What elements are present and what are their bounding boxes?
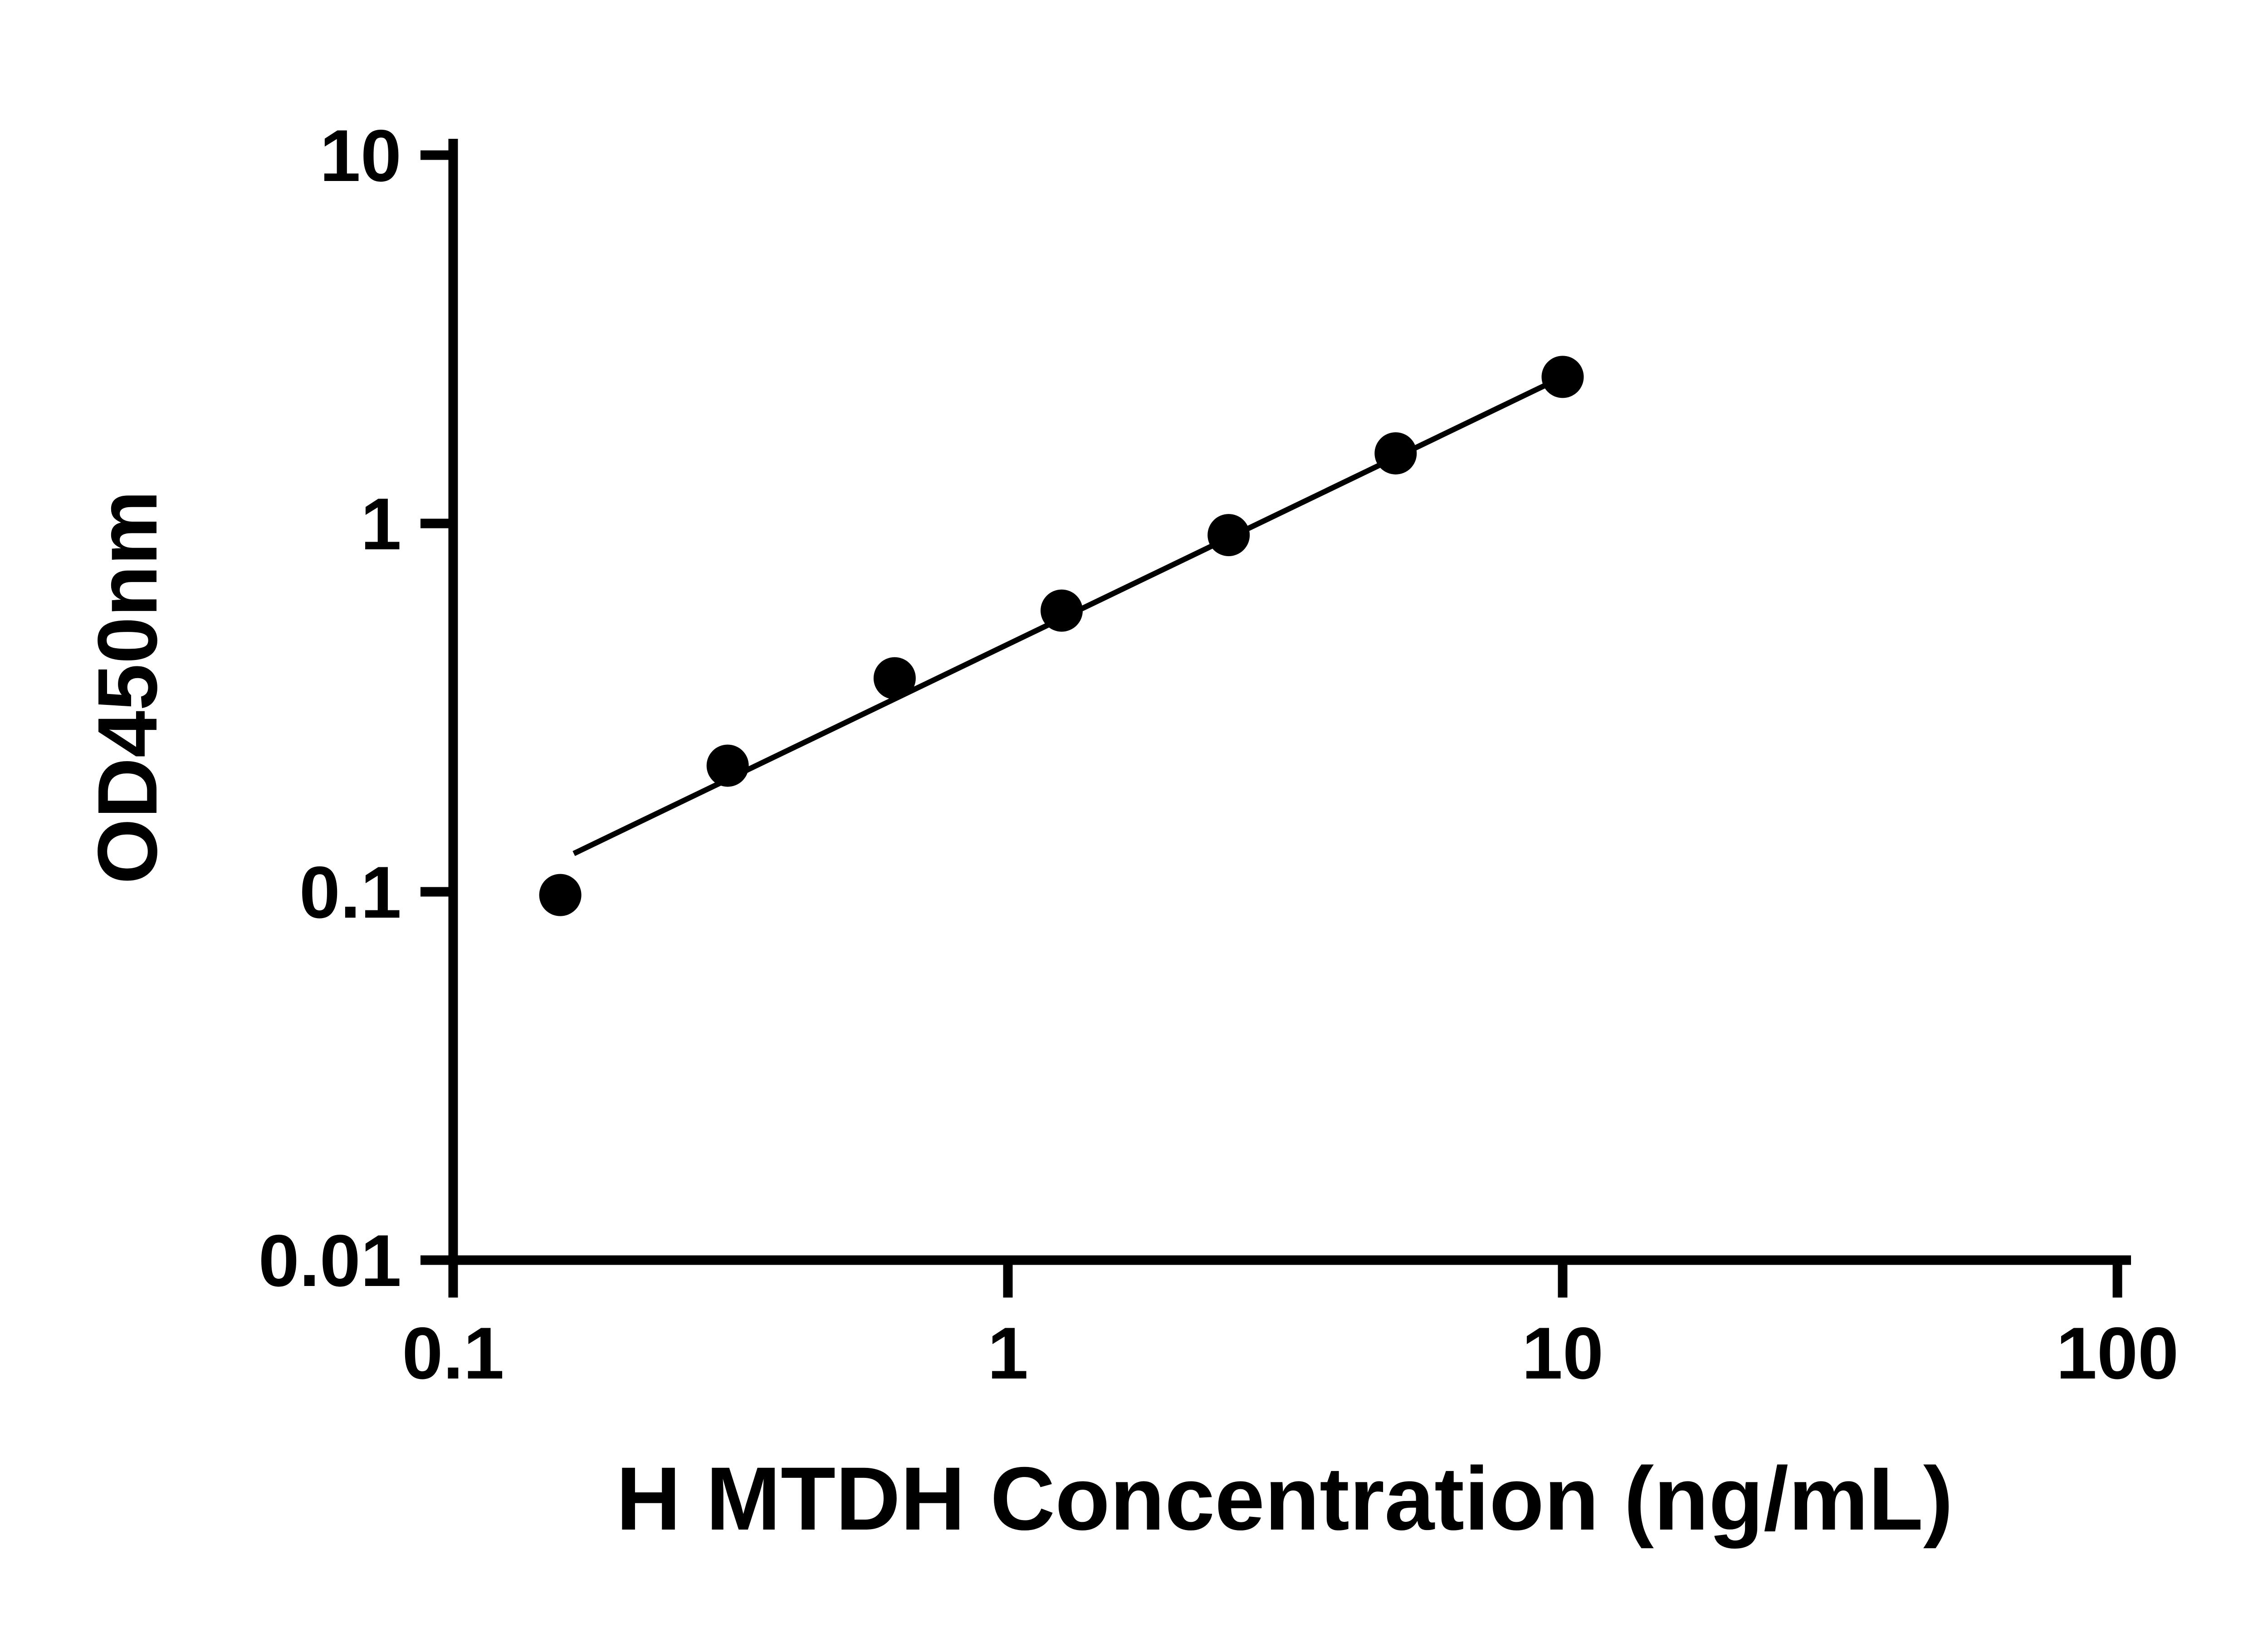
y-tick-label: 10 [320, 115, 401, 197]
x-tick-label: 0.1 [402, 1312, 504, 1394]
data-point [539, 874, 582, 916]
data-point [1541, 356, 1584, 398]
x-axis-title: H MTDH Concentration (ng/mL) [616, 1448, 1953, 1549]
x-tick-label: 10 [1522, 1312, 1603, 1394]
y-tick-label: 1 [361, 483, 401, 565]
data-point [1041, 589, 1083, 632]
data-point [706, 744, 749, 787]
x-tick-label: 1 [987, 1312, 1028, 1394]
y-tick-label: 0.01 [259, 1220, 401, 1302]
y-tick-label: 0.1 [299, 851, 401, 934]
data-point [873, 657, 916, 699]
x-tick-label: 100 [2056, 1312, 2179, 1394]
data-point [1374, 432, 1417, 474]
y-axis-title: OD450nm [81, 490, 175, 884]
data-series-layer [539, 356, 1584, 916]
data-point [1207, 514, 1250, 557]
